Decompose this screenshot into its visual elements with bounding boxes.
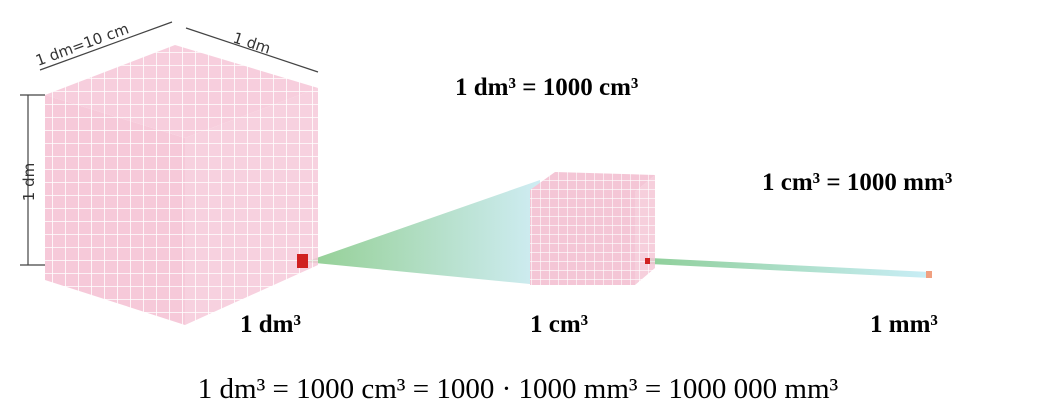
dimension-lines — [20, 21, 319, 266]
dimension-label: 1 dm — [20, 163, 38, 201]
equation: 1 cm³ = 1000 mm³ — [762, 169, 952, 196]
dimension-label: 1 dm — [231, 29, 273, 58]
cube-mm — [926, 271, 932, 278]
dimension-label: 1 dm=10 cm — [33, 19, 131, 69]
cube-label: 1 dm³ — [240, 311, 301, 338]
equation: 1 dm³ = 1000 cm³ — [455, 74, 638, 101]
cube-label: 1 cm³ — [530, 311, 588, 338]
zoom-cone — [650, 258, 930, 278]
cube-label: 1 mm³ — [870, 311, 938, 338]
zoom-cone — [305, 180, 540, 285]
cube-cm — [530, 172, 655, 285]
summary-equation: 1 dm³ = 1000 cm³ = 1000 · 1000 mm³ = 100… — [198, 373, 839, 405]
cube-dm — [45, 45, 318, 325]
